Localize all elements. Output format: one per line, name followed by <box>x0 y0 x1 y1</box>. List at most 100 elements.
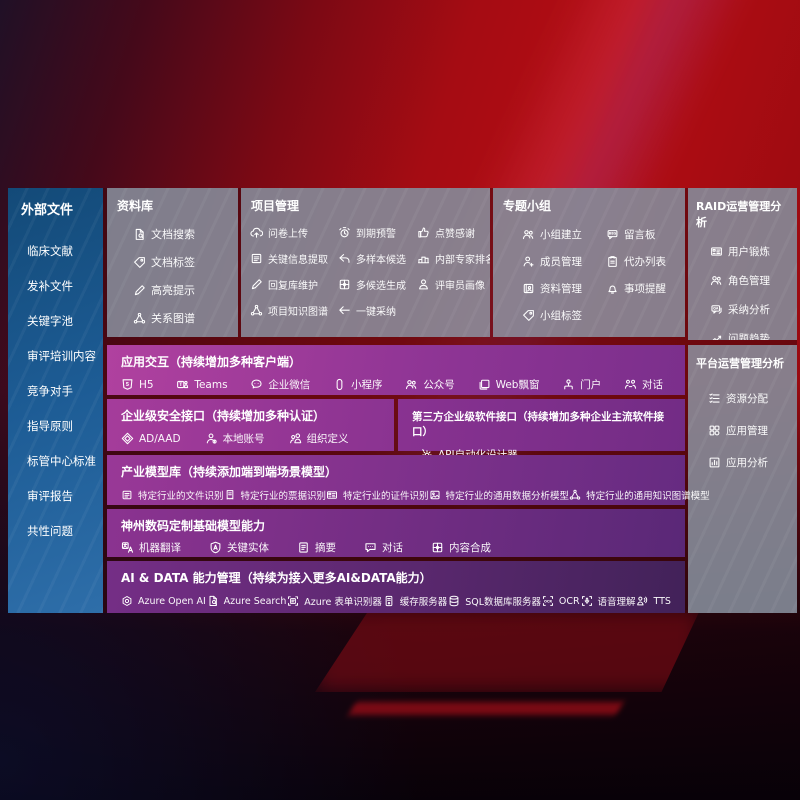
chat-qa-icon: QA <box>710 303 723 316</box>
feature-item-label: 小组标签 <box>540 310 582 322</box>
raid-analysis-items: 用户锻炼角色管理 QA 采纳分析问题趋势 <box>688 230 797 340</box>
project-management-panel: 项目管理 问卷上传 到期预警 点赞感谢 关键信息提取 多样本候选 内部专家排名 回复库维护 多… <box>241 188 490 337</box>
trend-icon <box>710 332 723 340</box>
feature-item: 小程序 <box>333 377 383 392</box>
feature-item-label: 项目知识图谱 <box>268 307 328 318</box>
svg-text:OCR: OCR <box>544 599 552 603</box>
feature-item: 文档搜索 <box>133 226 232 242</box>
background-glow-bar <box>348 702 624 715</box>
chat-dots-icon <box>364 541 377 554</box>
feature-item: 用户锻炼 <box>710 244 795 259</box>
arrow-left-icon <box>338 304 351 317</box>
feature-item-label: 到期预警 <box>356 229 396 240</box>
diamond-icon <box>121 432 134 445</box>
translate-icon <box>121 541 134 554</box>
feature-item-label: 特定行业的票据识别 <box>240 491 327 502</box>
feature-item-label: 角色管理 <box>728 275 770 287</box>
network-icon <box>133 312 146 325</box>
external-files-panel: 外部文件 临床文献 发补文件 关键字池 审评培训内容 竞争对手 指导原则 标管中心标准 审评报… <box>8 188 103 613</box>
feature-item: 代办列表 <box>606 254 681 269</box>
repository-panel: 资料库 文档搜索文档标签高亮提示关系图谱文档分类 <box>107 188 238 337</box>
ai-data-title: AI & DATA 能力管理（持续为接入更多AI&DATA能力） <box>121 571 432 585</box>
feature-item: 企业微信 <box>250 377 310 392</box>
feature-item-label: H5 <box>139 378 154 391</box>
feature-item: 内部专家排名 <box>417 251 490 266</box>
people-icon <box>710 274 723 287</box>
feature-item-label: 内部专家排名 <box>435 255 490 266</box>
feature-item-label: 事项提醒 <box>624 283 666 295</box>
feature-item: Azure Open AI <box>121 595 206 607</box>
feature-item-label: 关键实体 <box>227 542 269 554</box>
person-plus-icon <box>522 255 535 268</box>
puzzle-icon <box>431 541 444 554</box>
feature-item-label: 采纳分析 <box>728 304 770 316</box>
feature-item: 到期预警 <box>338 225 417 240</box>
sidebar-item: 审评培训内容 <box>27 349 96 363</box>
feature-item: 问题趋势 <box>710 331 795 340</box>
feature-item-label: 用户锻炼 <box>728 246 770 258</box>
feature-item: 特定行业的通用知识图谱模型 <box>569 488 710 502</box>
industry-model-row: 产业模型库（持续添加端到端场景模型） 特定行业的文件识别 特定行业的票据识别 特定行… <box>107 455 710 505</box>
repository-title: 资料库 <box>117 199 154 213</box>
feature-item: 关键实体 <box>209 540 269 555</box>
platform-analysis-title: 平台运营管理分析 <box>696 357 784 370</box>
tag-icon <box>133 256 146 269</box>
external-files-title: 外部文件 <box>21 203 74 218</box>
feature-item: 文档标签 <box>133 254 232 270</box>
feature-item: 对话 <box>364 540 403 555</box>
feature-item: Azure 表单识别器 <box>287 594 382 608</box>
feature-item: 门户 <box>562 377 601 392</box>
reply-icon <box>338 252 351 265</box>
feature-item: 特定行业的证件识别 <box>326 488 429 502</box>
app-interaction-items: 5 H5 T Teams 企业微信 小程序 公众号 Web飘窗 门户 对话 <box>107 370 685 392</box>
scan-icon <box>287 595 299 607</box>
feature-item-label: 资料管理 <box>540 283 582 295</box>
feature-item: 回复库维护 <box>250 277 338 292</box>
doc-summary-icon <box>297 541 310 554</box>
pen-icon <box>250 278 263 291</box>
app-chart-icon <box>708 456 721 469</box>
feature-item-label: AD/AAD <box>139 432 181 445</box>
wechat-icon <box>250 378 263 391</box>
puzzle-icon <box>338 278 351 291</box>
feature-item: 本地账号 <box>205 431 265 446</box>
thirdparty-software-row: 第三方企业级软件接口（持续增加多种企业主流软件接口） API自动化设计器 <box>398 399 685 461</box>
svg-text:QA: QA <box>713 307 719 311</box>
person-local-icon <box>205 432 218 445</box>
album-icon <box>522 282 535 295</box>
app-interaction-title: 应用交互（持续增加多种客户端） <box>121 355 302 369</box>
sidebar-item: 指导原则 <box>27 419 73 433</box>
external-files-list: 临床文献 发补文件 关键字池 审评培训内容 竞争对手 指导原则 标管中心标准 审评报告 共性问题 <box>8 243 103 539</box>
feature-item-label: 文档标签 <box>151 256 195 269</box>
base-model-items: 机器翻译 关键实体 摘要 对话 内容合成 <box>107 534 685 555</box>
feature-item-label: SQL数据库服务器 <box>465 597 542 608</box>
feature-item-label: 高亮提示 <box>151 284 195 297</box>
repository-items: 文档搜索文档标签高亮提示关系图谱文档分类 <box>107 214 238 337</box>
ai-data-items: Azure Open AI Azure Search Azure 表单识别器 缓存服务… <box>107 586 685 608</box>
feature-item: 应用管理 <box>708 423 795 438</box>
feature-item-label: 本地账号 <box>222 433 265 445</box>
feature-item: 问卷上传 <box>250 225 338 240</box>
feature-item-label: 内容合成 <box>449 542 491 554</box>
feature-item-label: Web飘窗 <box>495 379 540 391</box>
enterprise-security-row: 企业级安全接口（持续增加多种认证） AD/AAD 本地账号 组织定义 <box>107 399 394 451</box>
feature-item: 关键信息提取 <box>250 251 338 266</box>
feature-item: 多候选生成 <box>338 277 417 292</box>
feature-item: 一键采纳 <box>338 303 417 318</box>
industry-model-title: 产业模型库（持续添加端到端场景模型） <box>121 465 338 479</box>
feature-item: 公众号 <box>405 377 455 392</box>
clipboard-icon <box>606 255 619 268</box>
feature-item-label: 资源分配 <box>726 393 768 405</box>
feature-item-label: Azure Open AI <box>138 595 206 607</box>
feature-item: 事项提醒 <box>606 281 681 296</box>
feature-item-label: 机器翻译 <box>139 542 181 554</box>
feature-item-label: 问题趋势 <box>728 333 770 340</box>
sidebar-item: 标管中心标准 <box>27 454 96 468</box>
person-icon <box>417 278 430 291</box>
people-icon <box>522 228 535 241</box>
raid-analysis-title: RAID运营管理分析 <box>696 200 782 229</box>
svg-text:5: 5 <box>126 382 130 388</box>
feature-item: OCR OCR <box>542 595 580 607</box>
sidebar-item: 发补文件 <box>27 279 73 293</box>
feature-item-label: 关系图谱 <box>151 312 195 325</box>
